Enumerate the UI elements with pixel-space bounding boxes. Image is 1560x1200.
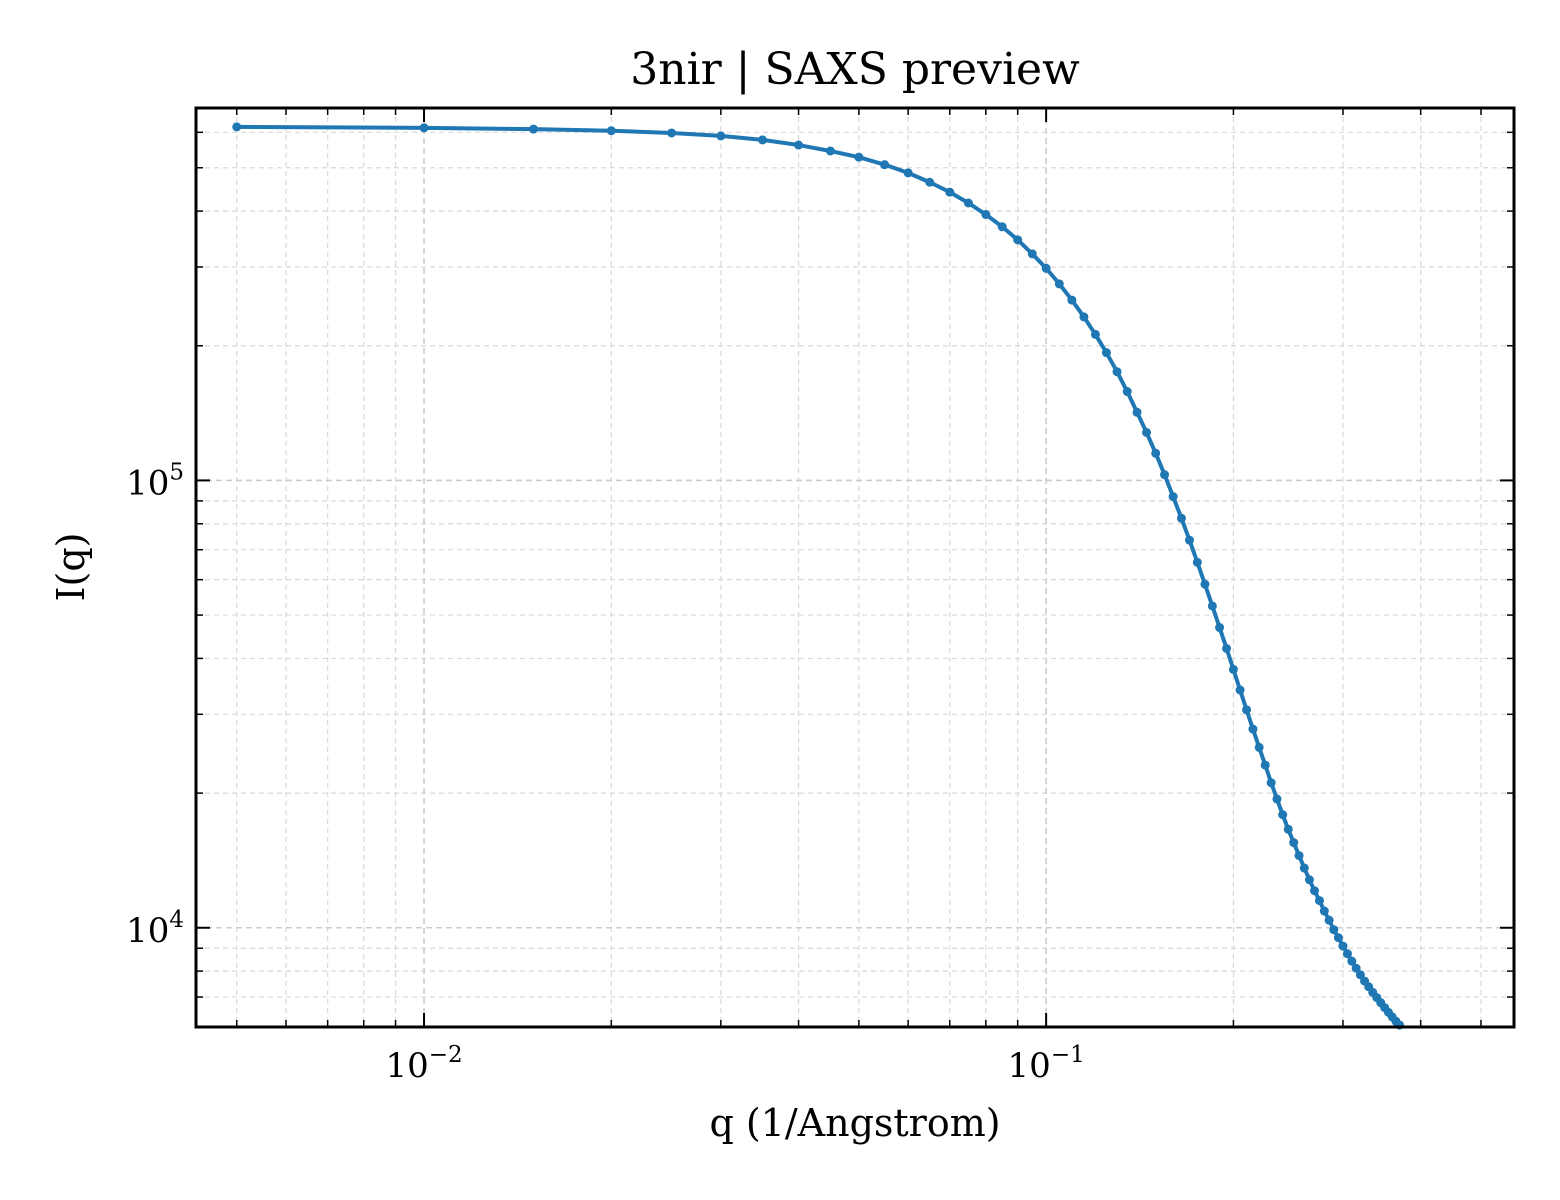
data-point [1151, 448, 1161, 458]
data-point [1333, 933, 1343, 943]
data-point [1283, 824, 1293, 834]
tick-labels: 10−2 10−1 104 105 [126, 459, 1085, 1086]
x-tick-label: 10−2 [385, 1042, 462, 1086]
x-tick-label: 10−1 [1008, 1042, 1085, 1086]
data-point [1254, 742, 1264, 752]
data-point [1248, 724, 1258, 734]
data-point [1329, 925, 1339, 935]
data-point [1272, 794, 1282, 804]
data-point [1299, 863, 1309, 873]
data-point [1079, 312, 1089, 322]
data-point [1207, 601, 1217, 611]
y-tick-label: 105 [126, 459, 184, 503]
data-point [757, 135, 767, 145]
data-point [1200, 579, 1210, 589]
data-point [1090, 329, 1100, 339]
data-point [1176, 513, 1186, 523]
data-point [794, 140, 804, 150]
data-point [1122, 387, 1132, 397]
data-point [1112, 367, 1122, 377]
data-point [1228, 664, 1238, 674]
data-point [1347, 956, 1357, 966]
data-point [1319, 906, 1329, 916]
data-point [1304, 875, 1314, 885]
data-point [997, 222, 1007, 232]
data-point [1101, 348, 1111, 358]
data-point [1289, 838, 1299, 848]
data-point [1067, 295, 1077, 305]
data-point [1041, 263, 1051, 273]
data-point [1215, 623, 1225, 633]
data-point [945, 187, 955, 197]
data-point [232, 122, 242, 132]
data-point [1168, 492, 1178, 502]
data-point [1260, 760, 1270, 770]
data-point [981, 210, 991, 220]
data-point [1235, 685, 1245, 695]
chart-title: 3nir | SAXS preview [630, 44, 1080, 95]
data-point [606, 126, 616, 136]
data-point [1266, 778, 1276, 788]
data-point [1142, 427, 1152, 437]
data-point [1013, 235, 1023, 245]
data-point [716, 131, 726, 141]
data-point [903, 168, 913, 178]
data-point [1294, 851, 1304, 861]
data-point [1160, 470, 1170, 480]
y-tick-label: 104 [126, 907, 184, 951]
data-point [825, 146, 835, 156]
data-point [1192, 557, 1202, 567]
data-point [963, 198, 973, 208]
data-point [667, 128, 677, 138]
x-axis-label: q (1/Angstrom) [709, 1101, 1000, 1145]
data-point [1054, 279, 1064, 289]
data-point [419, 123, 429, 133]
data-point [1342, 949, 1352, 959]
series-layer [232, 122, 1405, 1030]
data-point [1309, 886, 1319, 896]
data-point [854, 152, 864, 162]
plot-frame [194, 106, 1516, 1029]
data-point [1278, 810, 1288, 820]
data-point [1242, 705, 1252, 715]
data-point [1338, 941, 1348, 951]
data-point [1027, 249, 1037, 259]
y-axis-label: I(q) [49, 533, 93, 602]
data-point [1324, 915, 1334, 925]
data-point [1351, 963, 1361, 973]
data-point [1185, 535, 1195, 545]
ticks [196, 108, 1514, 1028]
data-point [1314, 896, 1324, 906]
data-point [529, 124, 539, 134]
data-point [880, 160, 890, 170]
data-point [1132, 407, 1142, 417]
data-point [925, 177, 935, 187]
data-point [1222, 643, 1232, 653]
